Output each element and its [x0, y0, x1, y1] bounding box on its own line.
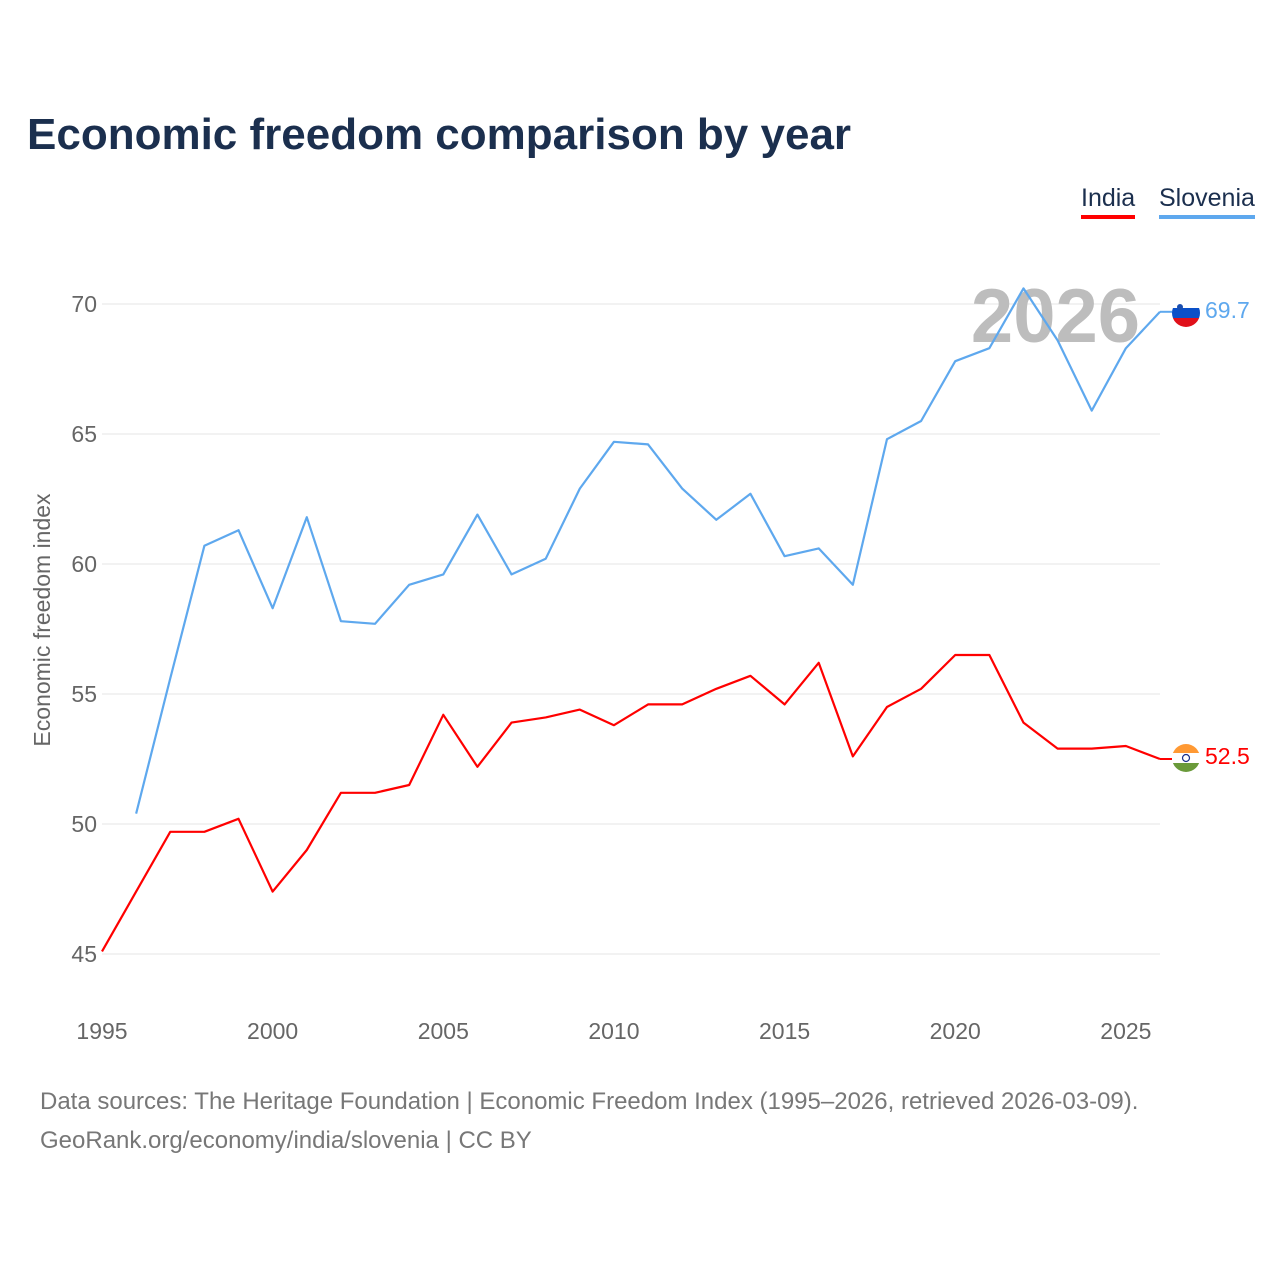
x-tick-label: 2010 — [588, 1018, 639, 1044]
y-axis-label: Economic freedom index — [29, 493, 55, 747]
y-tick-label: 50 — [71, 811, 97, 837]
x-tick-label: 2025 — [1100, 1018, 1151, 1044]
y-tick-label: 60 — [71, 551, 97, 577]
y-tick-label: 45 — [71, 941, 97, 967]
year-watermark: 2026 — [971, 274, 1140, 359]
x-tick-label: 2005 — [418, 1018, 469, 1044]
x-tick-label: 1995 — [76, 1018, 127, 1044]
x-tick-label: 2015 — [759, 1018, 810, 1044]
slovenia-end-label: 69.7 — [1205, 297, 1250, 323]
y-tick-label: 55 — [71, 681, 97, 707]
x-tick-label: 2000 — [247, 1018, 298, 1044]
y-tick-label: 70 — [71, 291, 97, 317]
series-line-slovenia — [135, 287, 1161, 814]
legend-slovenia[interactable]: Slovenia — [1159, 184, 1255, 219]
y-tick-label: 65 — [71, 421, 97, 447]
slovenia-flag-icon — [1172, 299, 1200, 327]
x-tick-label: 2020 — [930, 1018, 981, 1044]
series-line-india — [101, 653, 1161, 952]
source-link[interactable]: GeoRank.org/economy/india/slovenia | CC … — [40, 1127, 532, 1154]
legend-india[interactable]: India — [1081, 184, 1136, 219]
chart-title: Economic freedom comparison by year — [27, 110, 852, 159]
india-flag-icon — [1172, 744, 1200, 772]
source-note: Data sources: The Heritage Foundation | … — [40, 1088, 1139, 1115]
india-end-label: 52.5 — [1205, 743, 1250, 769]
